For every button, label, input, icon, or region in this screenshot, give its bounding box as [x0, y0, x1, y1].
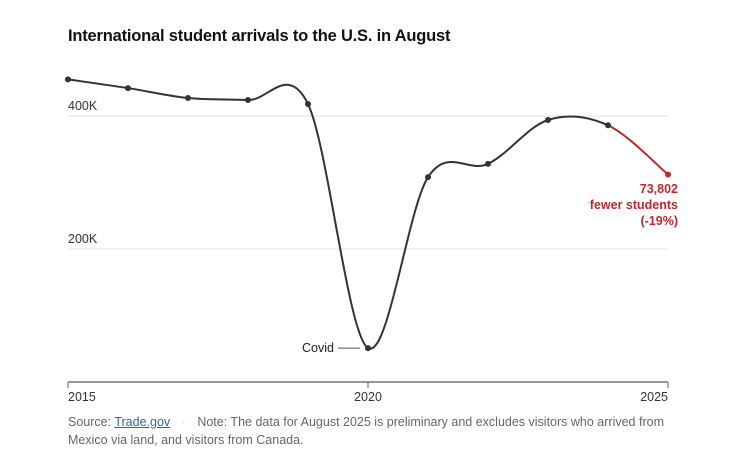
drop-annotation: (-19%) [640, 214, 678, 228]
data-point [365, 345, 371, 352]
data-point [305, 101, 311, 108]
data-point [125, 85, 131, 92]
data-point [485, 160, 491, 167]
series-line [67, 78, 609, 350]
source-link[interactable]: Trade.gov [114, 415, 171, 429]
source-label: Source: [68, 415, 112, 429]
data-point [425, 174, 431, 181]
data-point [65, 76, 71, 83]
data-point [665, 171, 671, 178]
note-text: Note: The data for August 2025 is prelim… [68, 415, 664, 447]
data-point [605, 122, 611, 129]
covid-label: Covid [302, 341, 334, 355]
series-line-highlight [607, 124, 669, 176]
x-tick-label: 2015 [68, 390, 96, 404]
x-tick-label: 2020 [354, 390, 382, 404]
chart-title: International student arrivals to the U.… [68, 27, 451, 45]
y-tick-label: 400K [68, 99, 98, 113]
data-point [245, 97, 251, 104]
y-tick-label: 200K [68, 232, 98, 246]
drop-annotation: 73,802 [640, 182, 678, 196]
data-point [545, 116, 551, 123]
drop-annotation: fewer students [590, 198, 678, 212]
x-tick-label: 2025 [640, 390, 668, 404]
source-note: Source: Trade.gov · Note: The data for A… [68, 413, 668, 449]
data-point [185, 95, 191, 102]
separator: · [181, 415, 186, 429]
